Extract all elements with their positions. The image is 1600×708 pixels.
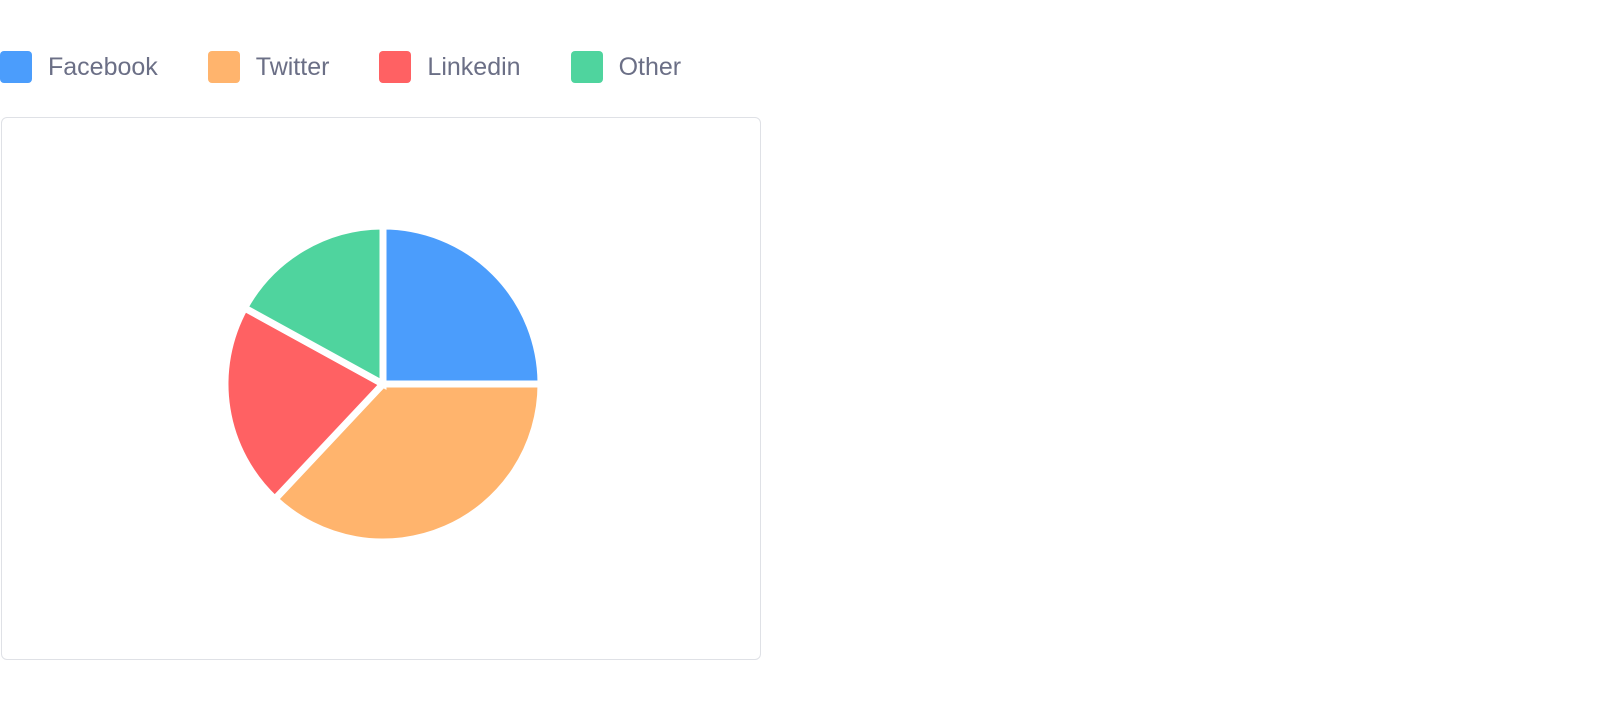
pie-chart [221,222,545,546]
pie-slice-twitter[interactable] [269,380,545,546]
legend-item-twitter[interactable]: Twitter [207,51,330,83]
legend-item-linkedin[interactable]: Linkedin [379,51,521,83]
pie-slice-other[interactable] [239,222,387,390]
legend-label-other: Other [618,53,682,81]
legend-label-facebook: Facebook [48,53,158,81]
legend-label-linkedin: Linkedin [427,53,521,81]
pie-slice-linkedin[interactable] [221,303,389,505]
legend-swatch-linkedin [379,51,412,83]
chart-card [1,117,761,660]
legend-label-twitter: Twitter [255,53,330,81]
legend-item-other[interactable]: Other [570,51,682,83]
legend-swatch-facebook [0,51,32,83]
legend-swatch-other [570,51,603,83]
legend-swatch-twitter [207,51,240,83]
chart-legend: Facebook Twitter Linkedin Other [0,50,731,84]
legend-item-facebook[interactable]: Facebook [0,51,158,83]
pie-slice-facebook[interactable] [379,222,545,388]
